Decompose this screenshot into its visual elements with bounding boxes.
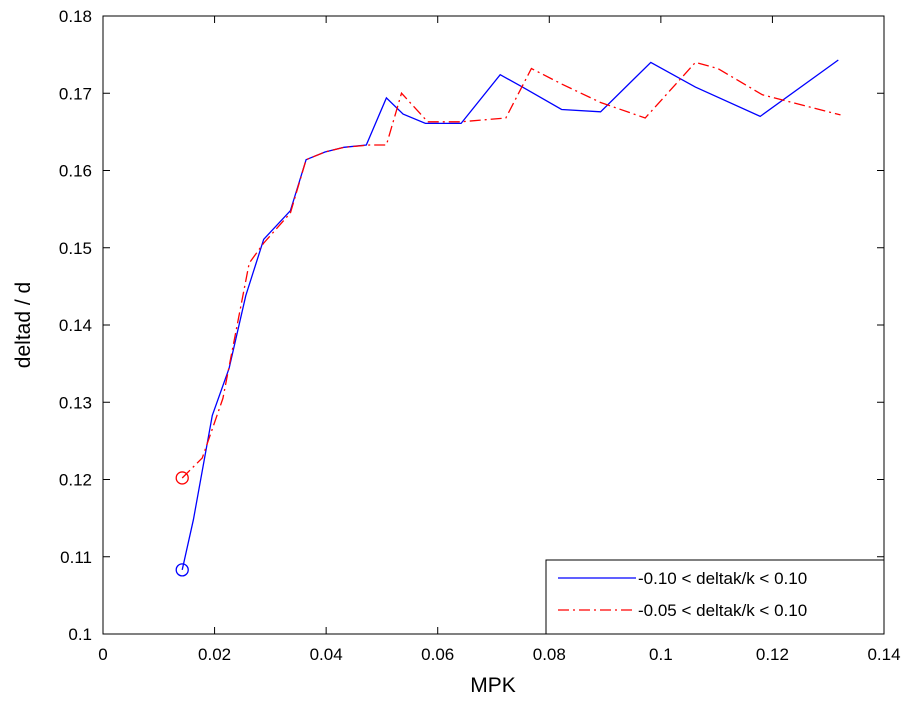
y-tick-label: 0.1 [68,625,92,644]
y-tick-label: 0.11 [60,548,92,567]
y-axis-label: deltad / d [12,282,35,368]
plot-area [103,16,884,634]
x-tick-label: 0 [98,645,107,664]
y-tick-label: 0.17 [59,84,92,103]
legend: -0.10 < deltak/k < 0.10 -0.05 < deltak/k … [545,559,885,635]
series-line-1 [181,59,839,571]
x-tick-label: 0.02 [198,645,231,664]
y-tick-label: 0.16 [59,162,92,181]
series-start-marker-2 [175,471,189,485]
series-start-marker-1 [175,563,189,577]
x-tick-label: 0.04 [310,645,343,664]
y-tick-label: 0.14 [59,316,92,335]
legend-label-1: -0.10 < deltak/k < 0.10 [638,569,807,588]
x-tick-label: 0.12 [756,645,789,664]
y-tick-label: 0.18 [59,7,92,26]
x-tick-label: 0.08 [533,645,566,664]
legend-label-2: -0.05 < deltak/k < 0.10 [638,601,807,620]
series-layer [175,59,841,577]
legend-box [545,559,885,635]
x-tick-label: 0.14 [867,645,900,664]
x-tick-label: 0.06 [421,645,454,664]
y-tick-label: 0.13 [59,393,92,412]
series-line-2 [181,61,841,479]
x-axis-label: MPK [470,674,516,697]
x-tick-label: 0.1 [649,645,673,664]
y-tick-label: 0.12 [59,471,92,490]
ticks: 0 0.02 0.04 0.06 0.08 0.1 0.12 0.14 0.1 0.11 0.12 0… [59,7,901,664]
y-tick-label: 0.15 [59,239,92,258]
